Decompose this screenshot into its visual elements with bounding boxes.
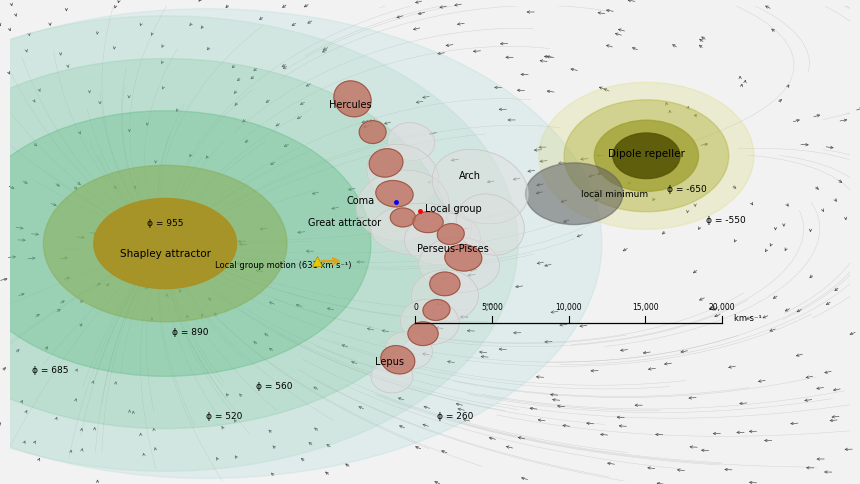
Ellipse shape (0, 111, 371, 377)
Text: ϕ = 560: ϕ = 560 (256, 381, 292, 391)
Text: Local group: Local group (425, 204, 482, 213)
Text: Coma: Coma (347, 196, 375, 206)
Ellipse shape (413, 212, 443, 233)
Text: km s⁻¹: km s⁻¹ (734, 314, 761, 322)
Ellipse shape (564, 101, 728, 212)
Ellipse shape (613, 134, 680, 179)
Ellipse shape (419, 238, 500, 293)
Ellipse shape (0, 17, 518, 471)
Text: 15,000: 15,000 (632, 303, 659, 312)
Text: Shapley attractor: Shapley attractor (120, 248, 211, 258)
Ellipse shape (525, 164, 623, 225)
Ellipse shape (539, 83, 754, 230)
Text: Perseus-Pisces: Perseus-Pisces (417, 244, 489, 254)
Ellipse shape (423, 300, 450, 321)
Ellipse shape (357, 171, 449, 242)
Ellipse shape (371, 360, 413, 393)
Ellipse shape (381, 346, 415, 374)
Text: ϕ = -550: ϕ = -550 (706, 216, 746, 225)
Ellipse shape (445, 245, 482, 272)
Ellipse shape (388, 123, 435, 161)
Text: Local group motion (631 km s⁻¹): Local group motion (631 km s⁻¹) (214, 261, 351, 270)
Ellipse shape (43, 166, 287, 322)
Ellipse shape (430, 272, 460, 296)
Ellipse shape (408, 322, 438, 346)
Text: Lepus: Lepus (375, 356, 404, 366)
Ellipse shape (437, 224, 464, 245)
Ellipse shape (594, 121, 698, 192)
Ellipse shape (334, 82, 371, 118)
Ellipse shape (367, 145, 439, 206)
Ellipse shape (0, 60, 451, 429)
Ellipse shape (371, 204, 471, 256)
Text: ϕ = 685: ϕ = 685 (32, 365, 69, 374)
Ellipse shape (385, 332, 433, 369)
Text: ϕ = 520: ϕ = 520 (206, 411, 243, 420)
Text: 5,000: 5,000 (481, 303, 503, 312)
Text: ϕ = 955: ϕ = 955 (147, 218, 183, 227)
Text: ϕ = 890: ϕ = 890 (172, 327, 209, 336)
Text: ϕ = 260: ϕ = 260 (437, 411, 473, 420)
Text: Dipole repeller: Dipole repeller (608, 149, 685, 159)
Ellipse shape (411, 270, 478, 322)
Text: Arch: Arch (459, 170, 481, 181)
Text: Great attractor: Great attractor (308, 218, 381, 228)
Text: 20,000: 20,000 (709, 303, 735, 312)
Ellipse shape (369, 150, 403, 178)
Ellipse shape (94, 199, 236, 289)
Ellipse shape (456, 195, 525, 256)
Ellipse shape (400, 300, 459, 345)
Ellipse shape (404, 213, 480, 265)
Ellipse shape (433, 150, 528, 225)
Text: 0: 0 (413, 303, 418, 312)
Text: local minimum: local minimum (580, 190, 648, 199)
Text: 10,000: 10,000 (556, 303, 582, 312)
Ellipse shape (0, 10, 602, 478)
Text: ϕ = -650: ϕ = -650 (666, 185, 707, 194)
Ellipse shape (359, 121, 386, 144)
Ellipse shape (390, 209, 415, 227)
Ellipse shape (376, 181, 413, 208)
Text: Hercules: Hercules (329, 99, 372, 109)
